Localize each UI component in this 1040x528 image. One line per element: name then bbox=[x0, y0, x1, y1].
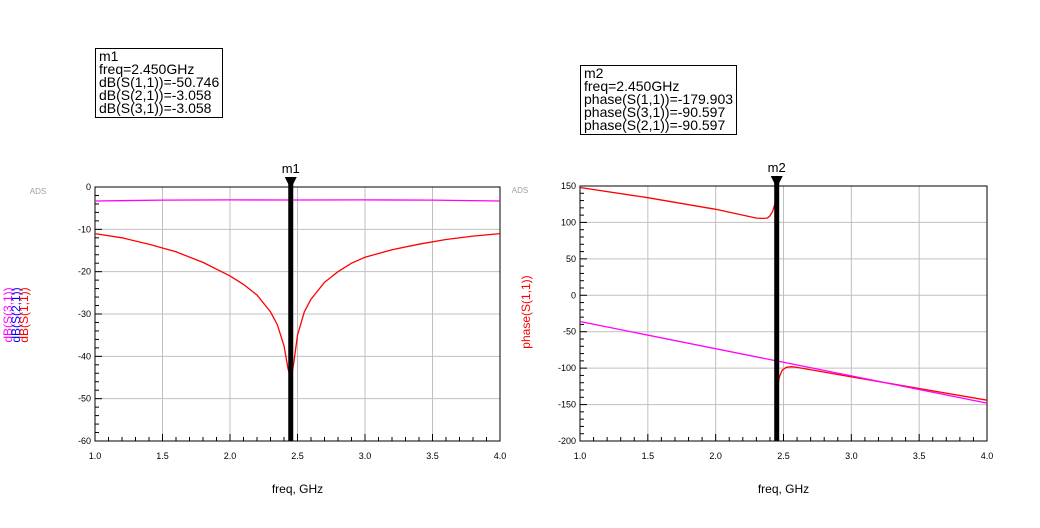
x-tick-label: 3.0 bbox=[359, 451, 372, 461]
series-line bbox=[579, 186, 777, 220]
y-axis-label: dB(S(3,1)) bbox=[1, 287, 15, 342]
marker-label: m1 bbox=[282, 161, 300, 176]
x-tick-label: 4.0 bbox=[494, 451, 507, 461]
marker-triangle bbox=[770, 176, 783, 188]
marker-readout-line: phase(S(1,1))=-179.903 bbox=[584, 91, 734, 107]
marker-readout-line: phase(S(2,1))=-90.597 bbox=[584, 117, 726, 133]
chart-1: ADS 1.0 1.5 2.0 2.5 3.0 3.5 4.0 0 -10 -20 -30 -40 -50… bbox=[1, 161, 506, 496]
y-tick-label: -50 bbox=[563, 327, 576, 337]
y-tick-label: 150 bbox=[561, 181, 576, 191]
y-tick-label: -100 bbox=[558, 363, 576, 373]
y-tick-label: -10 bbox=[78, 224, 91, 234]
x-tick-label: 3.0 bbox=[845, 451, 858, 461]
y-tick-label: 100 bbox=[561, 217, 576, 227]
marker-readout-line: dB(S(2,1))=-3.058 bbox=[99, 87, 212, 103]
x-axis-label: freq, GHz bbox=[272, 482, 323, 496]
x-tick-label: 3.5 bbox=[913, 451, 926, 461]
x-tick-label: 1.0 bbox=[574, 451, 587, 461]
marker-readout-line: dB(S(1,1))=-50.746 bbox=[99, 74, 220, 90]
x-tick-label: 3.5 bbox=[426, 451, 439, 461]
x-tick-label: 1.5 bbox=[156, 451, 169, 461]
y-tick-label: 0 bbox=[571, 290, 576, 300]
series-line bbox=[777, 366, 988, 401]
x-tick-label: 4.0 bbox=[981, 451, 994, 461]
x-tick-label: 1.0 bbox=[89, 451, 102, 461]
chart-2: ADS 1.0 1.5 2.0 2.5 3.0 3.5 4.0 150 100 50 0 -50 -100… bbox=[512, 160, 993, 496]
y-tick-label: 0 bbox=[86, 182, 91, 192]
x-tick-label: 2.0 bbox=[709, 451, 722, 461]
y-tick-label: -40 bbox=[78, 351, 91, 361]
y-axis-label: phase(S(1,1)) bbox=[519, 275, 533, 348]
marker-readout-line: dB(S(3,1))=-3.058 bbox=[99, 100, 212, 116]
marker-readout-line: freq=2.450GHz bbox=[99, 61, 195, 77]
x-tick-label: 2.5 bbox=[777, 451, 790, 461]
x-tick-label: 2.0 bbox=[224, 451, 237, 461]
marker-readout-line: freq=2.450GHz bbox=[584, 78, 680, 94]
y-tick-label: 50 bbox=[566, 254, 576, 264]
y-tick-label: -50 bbox=[78, 394, 91, 404]
marker-readout-m2: m2 freq=2.450GHz phase(S(1,1))=-179.903 … bbox=[580, 65, 738, 135]
y-axis-label: dB(S(2,1)) bbox=[9, 287, 23, 342]
ads-watermark: ADS bbox=[512, 186, 528, 195]
y-axis-label: dB(S(1,1)) bbox=[17, 287, 31, 342]
marker-readout-line: phase(S(3,1))=-90.597 bbox=[584, 104, 726, 120]
marker-label: m2 bbox=[768, 160, 786, 175]
ads-watermark: ADS bbox=[30, 187, 46, 196]
x-tick-label: 1.5 bbox=[642, 451, 655, 461]
x-tick-label: 2.5 bbox=[291, 451, 304, 461]
y-tick-label: -20 bbox=[78, 267, 91, 277]
series-line bbox=[579, 320, 988, 404]
y-tick-label: -60 bbox=[78, 436, 91, 446]
marker-readout-m1: m1 freq=2.450GHz dB(S(1,1))=-50.746 dB(S… bbox=[95, 48, 224, 118]
x-axis-label: freq, GHz bbox=[758, 482, 809, 496]
y-tick-label: -30 bbox=[78, 309, 91, 319]
y-tick-label: -150 bbox=[558, 400, 576, 410]
marker-triangle bbox=[284, 177, 297, 189]
marker-readout-line: m1 bbox=[99, 48, 119, 64]
marker-readout-line: m2 bbox=[584, 65, 604, 81]
y-tick-label: -200 bbox=[558, 436, 576, 446]
